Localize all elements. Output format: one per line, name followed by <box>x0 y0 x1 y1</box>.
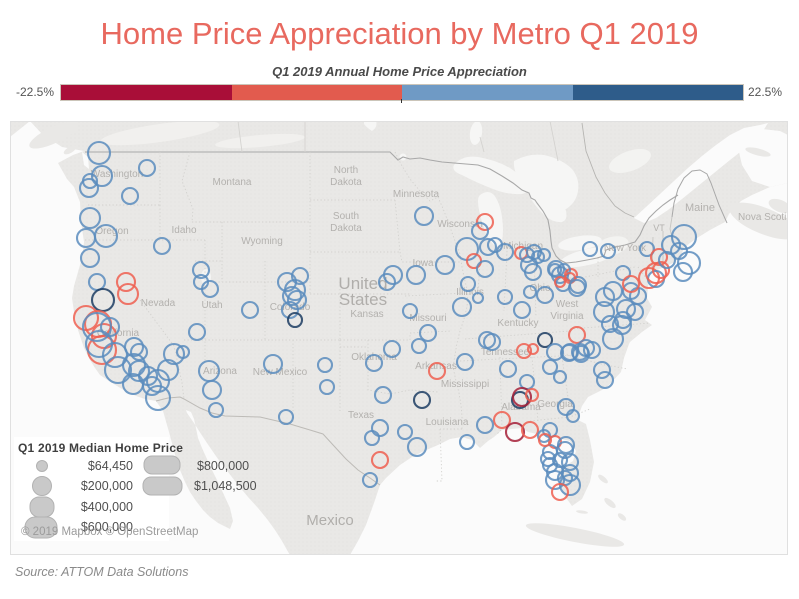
svg-text:Kansas: Kansas <box>350 309 383 320</box>
svg-text:Louisiana: Louisiana <box>426 417 469 428</box>
svg-text:California: California <box>97 328 140 339</box>
svg-text:United: United <box>338 274 387 293</box>
svg-text:Wisconsin: Wisconsin <box>437 219 483 230</box>
svg-text:Missouri: Missouri <box>409 313 446 324</box>
svg-text:Virginia: Virginia <box>550 311 584 322</box>
svg-text:Wyoming: Wyoming <box>241 236 283 247</box>
svg-text:Mexico: Mexico <box>306 512 354 529</box>
svg-text:States: States <box>339 290 387 309</box>
svg-text:Arizona: Arizona <box>203 366 237 377</box>
svg-text:$800,000: $800,000 <box>197 459 249 473</box>
svg-text:South: South <box>333 211 359 222</box>
svg-text:Texas: Texas <box>348 410 374 421</box>
svg-text:New Mexico: New Mexico <box>253 367 308 378</box>
svg-text:Tennessee: Tennessee <box>481 347 530 358</box>
svg-text:North: North <box>334 165 358 176</box>
svg-text:Illinois: Illinois <box>456 287 484 298</box>
svg-text:Arkansas: Arkansas <box>415 361 457 372</box>
svg-text:$64,450: $64,450 <box>88 459 133 473</box>
svg-text:$400,000: $400,000 <box>81 500 133 514</box>
svg-text:$600,000: $600,000 <box>81 520 133 534</box>
svg-text:Maine: Maine <box>685 202 715 214</box>
svg-text:Georgia: Georgia <box>537 399 573 410</box>
svg-text:VT: VT <box>653 223 665 233</box>
svg-text:Dakota: Dakota <box>330 177 362 188</box>
svg-text:Washington: Washington <box>91 169 143 180</box>
svg-text:Nova Scotia: Nova Scotia <box>738 212 788 223</box>
svg-text:Idaho: Idaho <box>171 225 196 236</box>
svg-text:Oregon: Oregon <box>95 226 128 237</box>
svg-text:$200,000: $200,000 <box>81 479 133 493</box>
svg-text:Colorado: Colorado <box>270 302 311 313</box>
svg-text:© 2019 Mapbox © OpenStreetMap: © 2019 Mapbox © OpenStreetMap <box>21 526 198 538</box>
svg-text:Q1 2019 Median Home Price: Q1 2019 Median Home Price <box>18 441 183 455</box>
svg-text:Kentucky: Kentucky <box>497 318 538 329</box>
svg-text:Dakota: Dakota <box>330 223 362 234</box>
svg-text:New York: New York <box>604 243 647 254</box>
svg-text:Minnesota: Minnesota <box>393 189 440 200</box>
svg-text:Oklahoma: Oklahoma <box>351 352 397 363</box>
svg-text:Utah: Utah <box>201 300 222 311</box>
svg-text:Mississippi: Mississippi <box>441 379 489 390</box>
svg-text:Iowa: Iowa <box>412 258 434 269</box>
svg-text:$1,048,500: $1,048,500 <box>194 479 257 493</box>
svg-text:Nevada: Nevada <box>141 298 176 309</box>
svg-text:West: West <box>556 299 579 310</box>
svg-text:Montana: Montana <box>213 177 252 188</box>
